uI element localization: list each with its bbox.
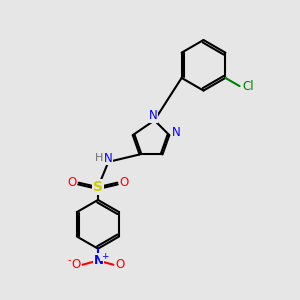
Text: Cl: Cl — [242, 80, 254, 93]
Text: O: O — [119, 176, 128, 189]
Text: H: H — [95, 153, 103, 163]
Text: O: O — [68, 176, 77, 189]
Text: O: O — [71, 258, 81, 271]
Text: S: S — [93, 180, 103, 194]
Text: O: O — [116, 258, 124, 271]
Text: +: + — [101, 252, 108, 261]
Text: N: N — [94, 254, 103, 267]
Text: N: N — [104, 152, 113, 165]
Text: N: N — [148, 109, 157, 122]
Text: -: - — [68, 255, 71, 265]
Text: N: N — [172, 126, 180, 139]
